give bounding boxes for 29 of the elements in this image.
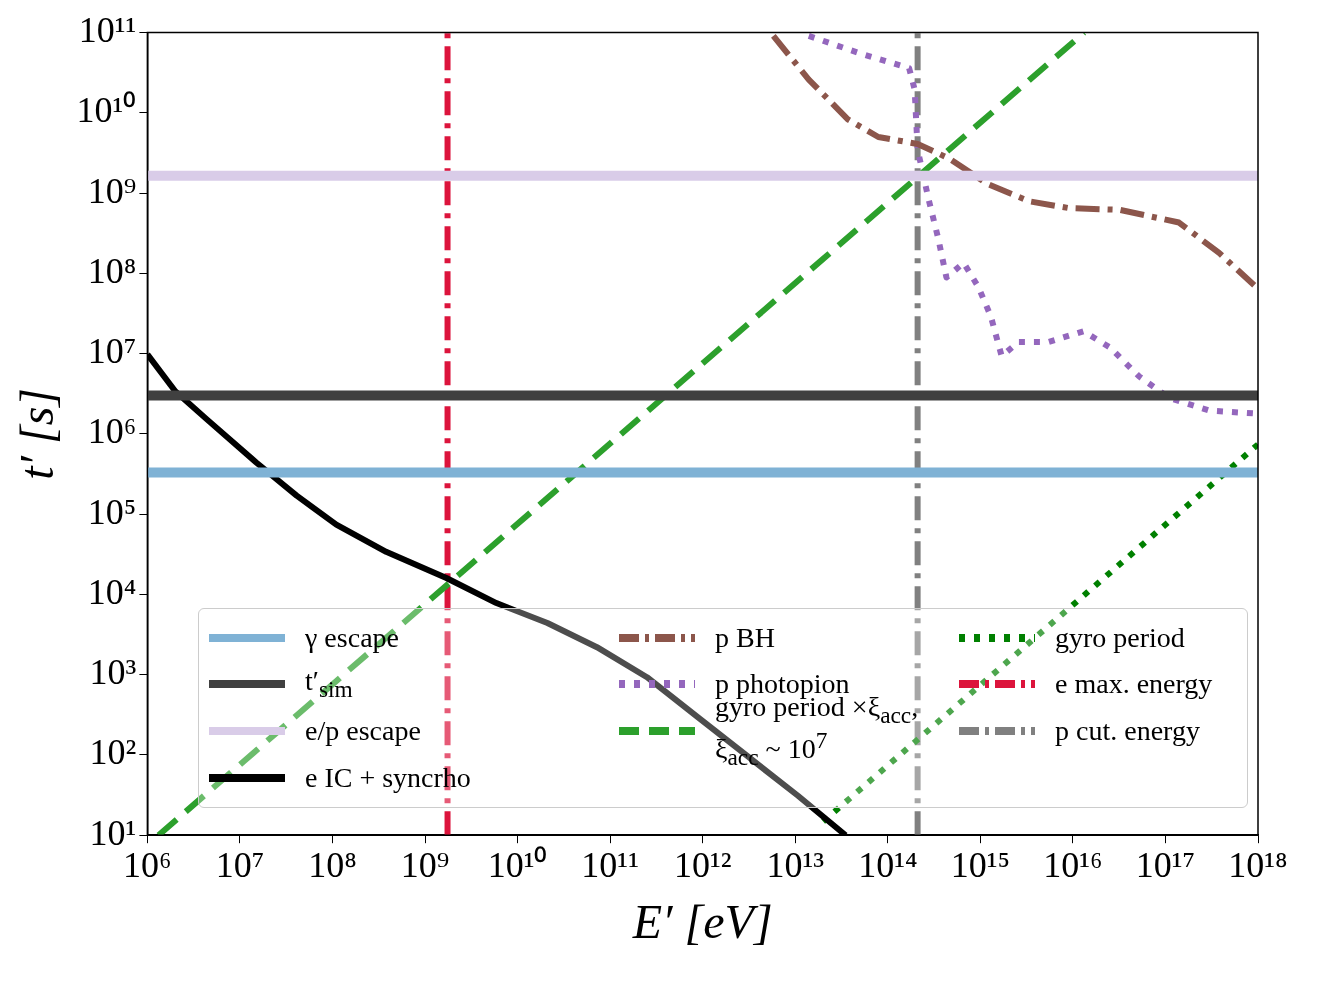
y-tick-label: 10⁷ [87, 331, 137, 372]
legend-label: e/p escape [305, 714, 421, 747]
x-tick-label: 10⁷ [215, 845, 265, 886]
y-tick-label: 10⁵ [87, 491, 137, 532]
y-axis-title: t′ [s] [10, 387, 64, 480]
x-tick-label: 10¹³ [766, 845, 825, 886]
x-tick-label: 10⁹ [400, 845, 450, 886]
x-tick-label: 10¹¹ [581, 845, 639, 886]
y-tick-label: 10³ [89, 652, 137, 693]
y-tick-label: 10⁹ [87, 170, 137, 211]
y-tick-label: 10¹⁰ [76, 90, 137, 131]
x-tick-label: 10¹⁷ [1135, 845, 1196, 886]
y-tick-label: 10⁶ [87, 411, 137, 452]
x-tick-label: 10¹⁶ [1043, 845, 1103, 886]
x-tick-label: 10¹² [673, 845, 732, 886]
x-tick-label: 10¹⁰ [487, 845, 548, 886]
y-tick-label: 10⁴ [87, 571, 137, 612]
x-tick-label: 10¹⁵ [950, 845, 1011, 886]
y-tick-label: 10⁸ [87, 250, 137, 291]
x-tick-label: 10¹⁴ [858, 845, 918, 886]
y-tick-label: 10¹¹ [78, 10, 137, 51]
legend-label: e max. energy [1055, 667, 1213, 700]
legend-label: p cut. energy [1055, 714, 1200, 747]
legend-label: p BH [715, 621, 775, 654]
x-tick-label: 10⁸ [308, 845, 357, 886]
legend-label: gyro period [1055, 621, 1185, 654]
y-tick-label: 10² [89, 732, 137, 773]
x-tick-label: 10¹⁸ [1228, 845, 1288, 886]
x-axis-title: E′ [eV] [631, 894, 773, 948]
